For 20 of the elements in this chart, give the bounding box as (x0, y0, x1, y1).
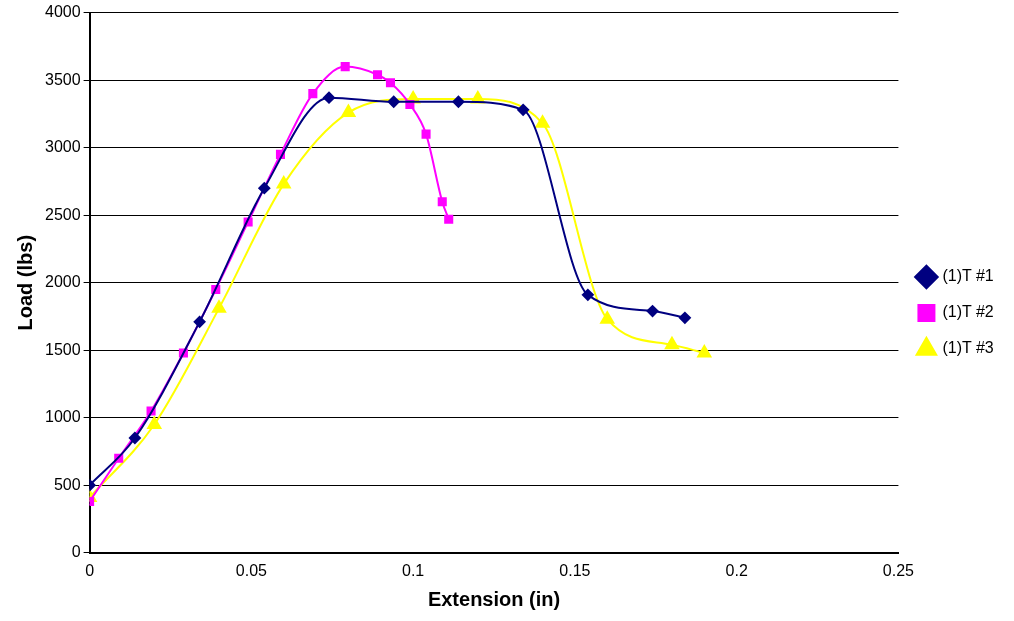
x-tick-label: 0.1 (402, 561, 425, 579)
x-tick-label: 0.15 (559, 561, 591, 579)
x-tick-label: 0.05 (235, 561, 268, 579)
legend-label: (1)T #3 (942, 339, 994, 357)
legend-label: (1)T #2 (942, 303, 994, 321)
y-tick-label: 4000 (45, 3, 81, 21)
legend-label: (1)T #1 (942, 267, 994, 285)
y-tick-label: 3000 (45, 138, 81, 156)
y-axis-title: Load (lbs) (13, 234, 36, 331)
x-tick-label: 0.2 (725, 561, 748, 579)
x-tick-label: 0.25 (882, 561, 915, 579)
y-tick-label: 1000 (45, 408, 81, 426)
x-tick-label: 0 (85, 561, 95, 579)
y-tick-label: 3500 (45, 70, 81, 88)
y-tick-label: 1500 (45, 340, 81, 358)
y-tick-label: 2000 (45, 273, 81, 291)
y-tick-label: 500 (53, 475, 81, 493)
x-axis-title: Extension (in) (427, 587, 561, 610)
y-tick-label: 0 (71, 543, 81, 561)
y-tick-label: 2500 (45, 205, 81, 223)
